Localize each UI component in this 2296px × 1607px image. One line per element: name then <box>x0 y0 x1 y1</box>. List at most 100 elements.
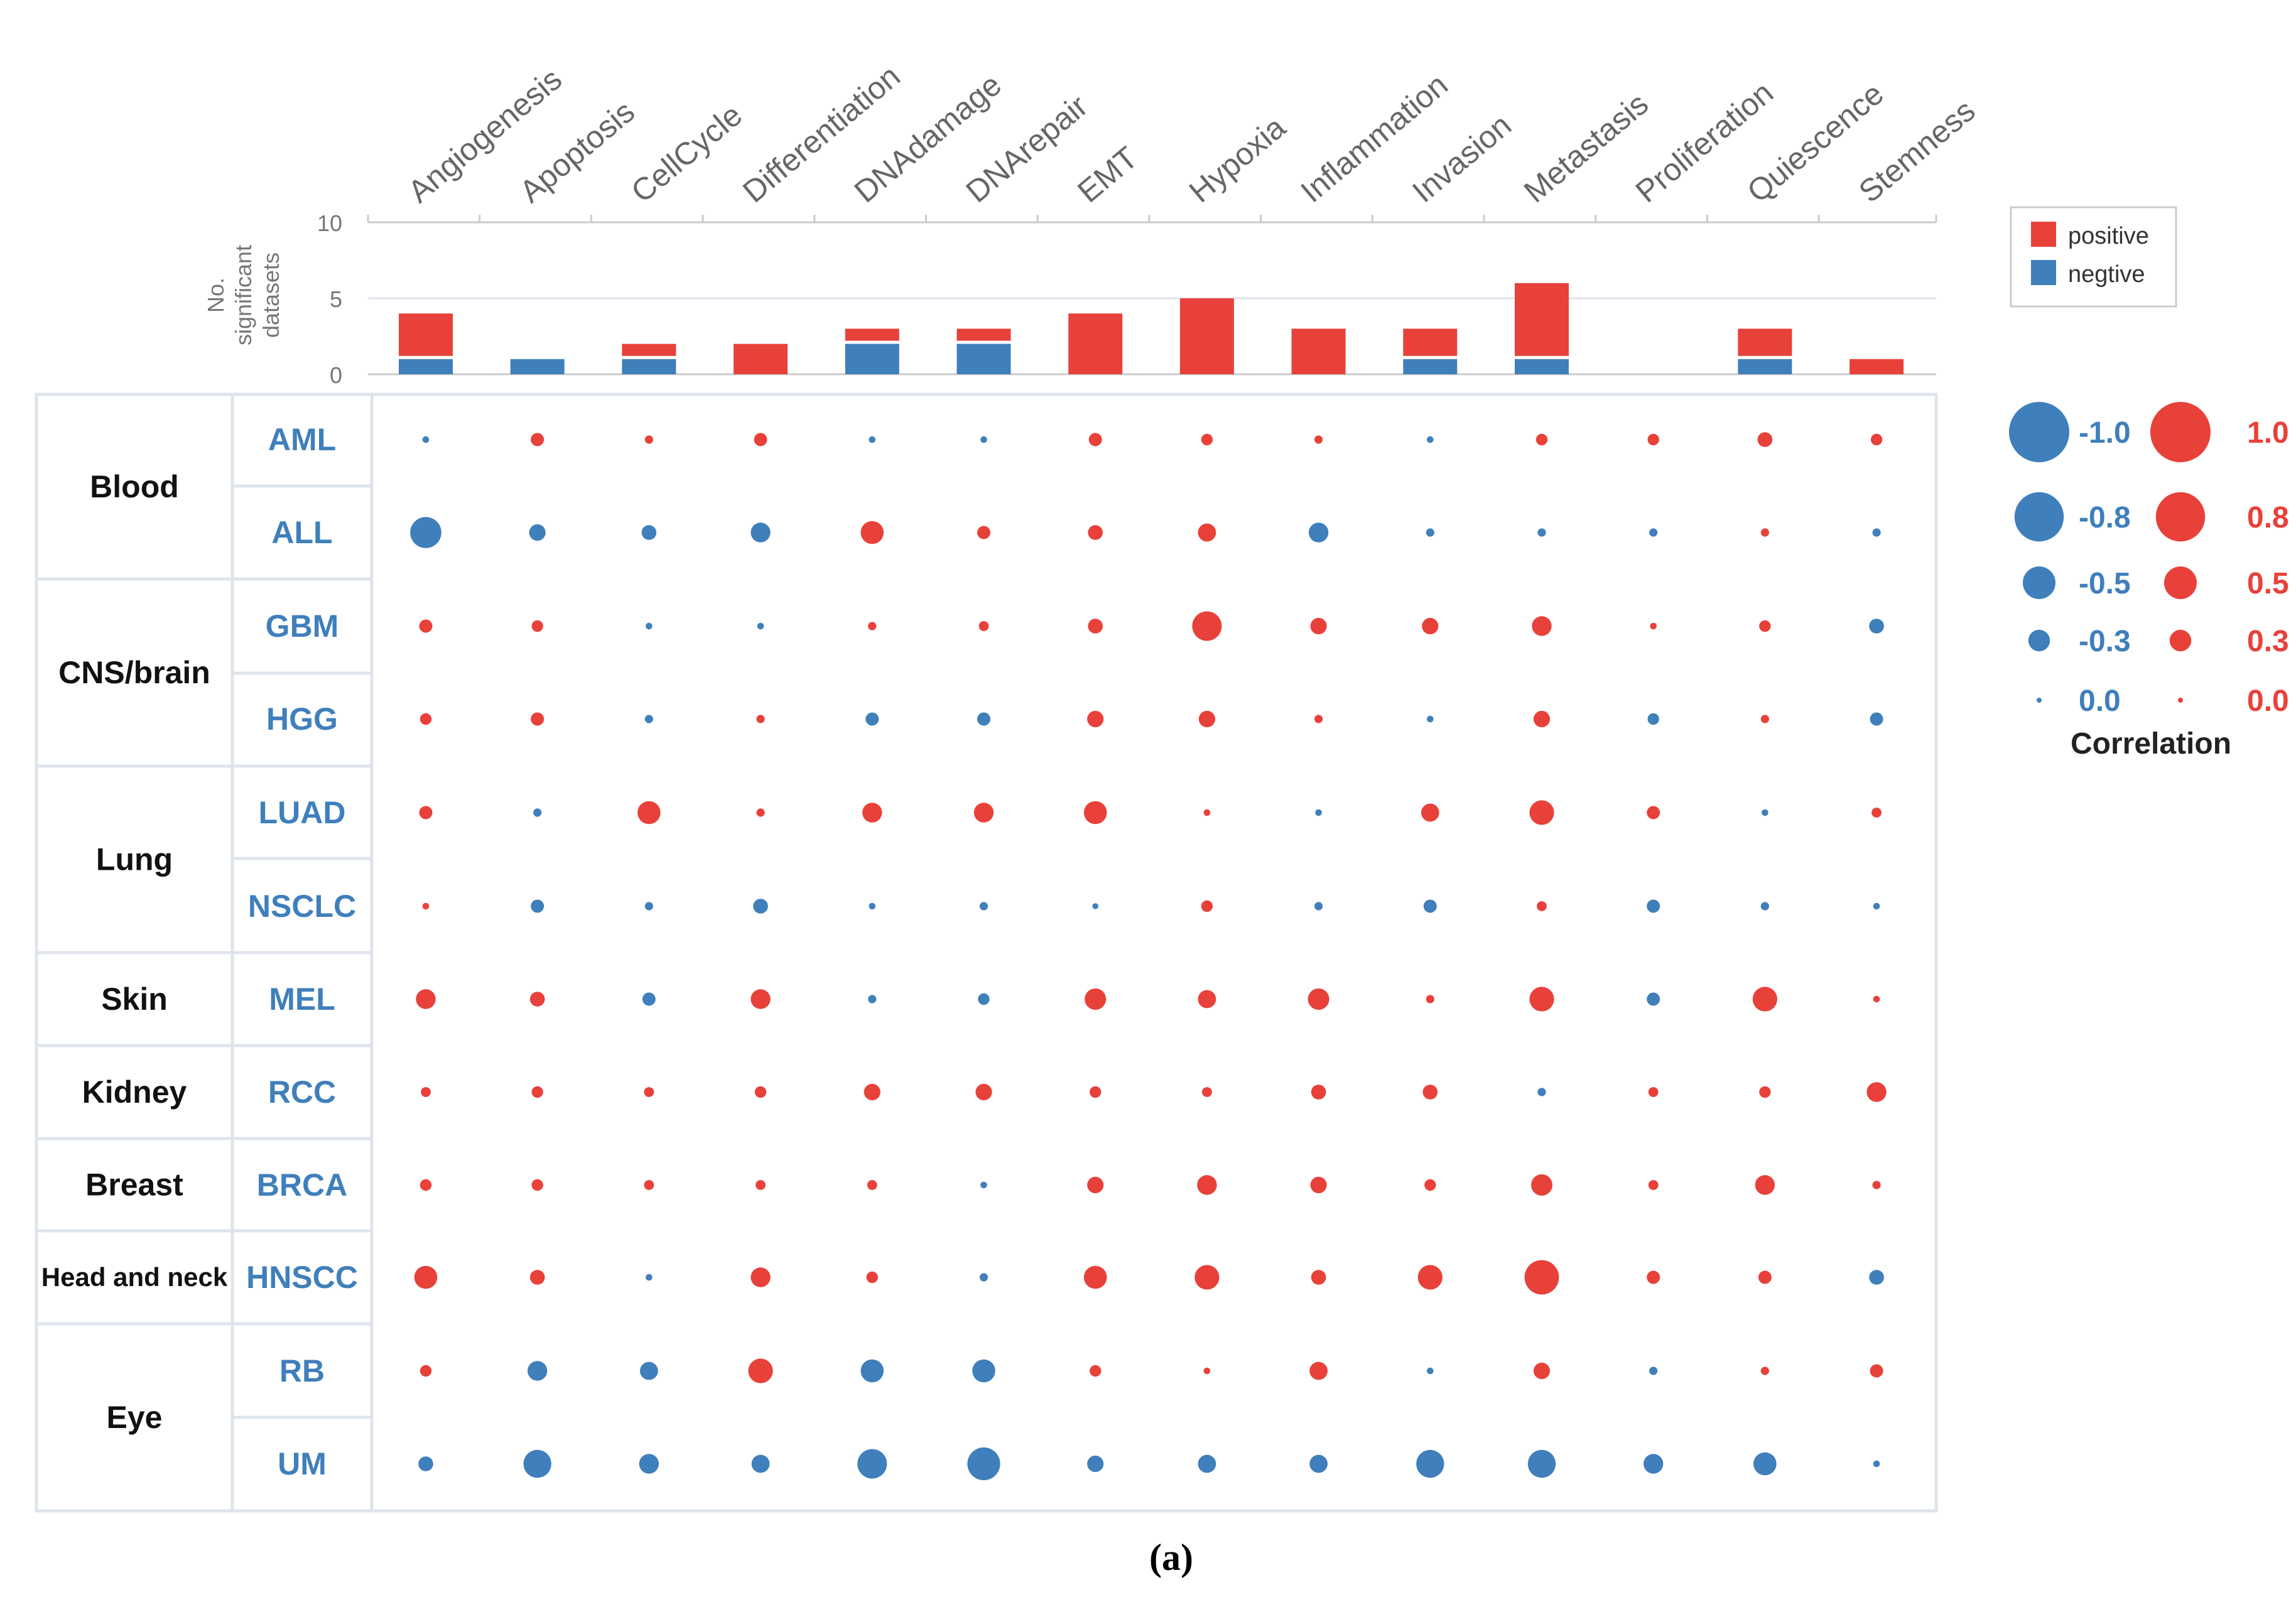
row-label-brca: BRCA <box>257 1167 347 1203</box>
bubble-rcc-dnarepair <box>975 1083 992 1101</box>
bubble-um-emt <box>1087 1455 1104 1473</box>
bubble-um-differentiation <box>751 1454 770 1473</box>
bar-positive-cellcycle <box>622 344 676 356</box>
bubble-gbm-stemness <box>1869 619 1884 634</box>
bar-y-axis-label: No.significantdatasets <box>203 245 284 345</box>
bubble-gbm-emt <box>1088 619 1103 634</box>
bubble-hgg-dnarepair <box>977 712 990 726</box>
bubble-hnscc-angiogenesis <box>414 1265 438 1289</box>
bubble-rb-proliferation <box>1649 1366 1658 1375</box>
bubble-nsclc-proliferation <box>1647 899 1660 913</box>
bubble-brca-cellcycle <box>644 1180 654 1190</box>
bubble-gbm-cellcycle <box>646 622 653 630</box>
bubble-gbm-invasion <box>1422 617 1439 635</box>
bubble-rcc-metastasis <box>1537 1088 1546 1096</box>
bubble-aml-cellcycle <box>644 435 653 444</box>
group-label-breast: Breast <box>85 1167 183 1203</box>
bubble-hnscc-dnadamage <box>866 1271 879 1284</box>
bubble-mel-proliferation <box>1647 992 1660 1006</box>
bubble-luad-emt <box>1083 801 1107 825</box>
bubble-mel-angiogenesis <box>416 989 436 1009</box>
bubble-all-hypoxia <box>1198 523 1216 542</box>
bubble-um-apoptosis <box>523 1449 551 1478</box>
bar-chart: AngiogenesisApoptosisCellCycleDifferenti… <box>203 58 2177 388</box>
size-legend-negative-bubble <box>2014 492 2064 542</box>
bar-negative-apoptosis <box>510 359 565 374</box>
bubble-hnscc-differentiation <box>750 1267 771 1287</box>
bubble-hgg-proliferation <box>1647 713 1659 725</box>
bubble-hnscc-dnarepair <box>979 1273 988 1282</box>
bubble-luad-angiogenesis <box>419 806 433 820</box>
row-label-all: ALL <box>271 515 332 550</box>
group-label-blood: Blood <box>90 469 179 504</box>
bubble-nsclc-apoptosis <box>531 899 544 913</box>
bubble-all-apoptosis <box>529 524 546 541</box>
bubble-mel-quiescence <box>1752 987 1777 1012</box>
size-legend-negative-bubble <box>2037 698 2042 703</box>
bubble-rb-cellcycle <box>640 1361 658 1380</box>
size-legend-negative-label: 0.0 <box>2079 684 2121 718</box>
bubble-hnscc-quiescence <box>1758 1270 1772 1284</box>
group-label-skin: Skin <box>101 982 168 1017</box>
bubble-nsclc-differentiation <box>753 899 768 914</box>
bubble-luad-dnarepair <box>973 803 994 823</box>
bubble-nsclc-angiogenesis <box>422 902 430 910</box>
bubble-hnscc-invasion <box>1417 1265 1443 1290</box>
bar-negative-metastasis <box>1515 359 1569 374</box>
bubble-mel-emt <box>1085 988 1107 1010</box>
bubble-hnscc-stemness <box>1869 1270 1884 1285</box>
bubble-brca-dnadamage <box>867 1180 877 1190</box>
bar-positive-stemness <box>1849 359 1904 374</box>
bubble-hgg-differentiation <box>756 715 765 723</box>
bubble-rb-inflammation <box>1309 1361 1328 1380</box>
bubble-hnscc-metastasis <box>1524 1260 1559 1295</box>
bubble-all-invasion <box>1426 528 1434 537</box>
bubble-um-dnarepair <box>967 1447 1000 1481</box>
column-label-cellcycle: CellCycle <box>624 97 749 210</box>
bubble-matrix: Blood CNS/brain Lung Skin Kidney Breast Head a… <box>35 392 1938 1513</box>
bubble-um-quiescence <box>1753 1452 1777 1476</box>
bubble-rcc-cellcycle <box>644 1087 654 1097</box>
column-label-invasion: Invasion <box>1405 107 1518 210</box>
bubble-rcc-hypoxia <box>1202 1087 1212 1097</box>
bubble-gbm-proliferation <box>1650 622 1657 630</box>
size-legend-negative-bubble <box>2009 402 2069 462</box>
bubble-gbm-differentiation <box>757 622 764 630</box>
bubble-gbm-dnadamage <box>868 622 877 630</box>
size-legend-positive-label: 0.5 <box>2247 567 2289 600</box>
bubble-brca-angiogenesis <box>420 1179 432 1191</box>
bubble-hgg-apoptosis <box>531 712 544 726</box>
size-legend-negative-bubble <box>2023 566 2055 599</box>
bubble-luad-apoptosis <box>533 808 542 817</box>
bubble-aml-apoptosis <box>531 433 544 446</box>
group-label-head-and-neck: Head and neck <box>41 1262 228 1292</box>
bubble-luad-dnadamage <box>862 803 882 823</box>
bubble-gbm-dnarepair <box>978 621 989 631</box>
bubble-nsclc-invasion <box>1423 899 1437 913</box>
bubble-aml-angiogenesis <box>422 436 430 443</box>
row-label-luad: LUAD <box>259 795 346 830</box>
group-label-cns-brain: CNS/brain <box>58 655 210 690</box>
size-legend-negative-label: -1.0 <box>2079 416 2131 450</box>
bubble-rcc-apoptosis <box>531 1086 543 1098</box>
row-label-gbm: GBM <box>266 609 339 644</box>
bubble-rb-stemness <box>1870 1364 1883 1378</box>
bubble-aml-emt <box>1088 433 1102 446</box>
bar-legend-label-negative: negtive <box>2068 261 2145 288</box>
column-label-hypoxia: Hypoxia <box>1183 109 1292 209</box>
bubble-um-dnadamage <box>857 1449 887 1479</box>
bubble-rcc-dnadamage <box>864 1083 880 1101</box>
bubble-aml-stemness <box>1870 433 1883 446</box>
bubble-rb-hypoxia <box>1203 1367 1211 1375</box>
bubble-mel-differentiation <box>750 989 771 1009</box>
bubble-hgg-hypoxia <box>1198 710 1215 728</box>
bubble-hgg-invasion <box>1427 715 1434 723</box>
bubble-aml-dnarepair <box>980 436 987 443</box>
bubble-rcc-stemness <box>1866 1082 1887 1102</box>
bubble-rcc-invasion <box>1422 1085 1438 1100</box>
bubble-aml-invasion <box>1427 436 1434 443</box>
bar-positive-dnarepair <box>956 328 1011 341</box>
bar-negative-invasion <box>1403 359 1458 374</box>
bubble-gbm-quiescence <box>1759 620 1771 632</box>
bubble-all-dnadamage <box>860 521 884 544</box>
